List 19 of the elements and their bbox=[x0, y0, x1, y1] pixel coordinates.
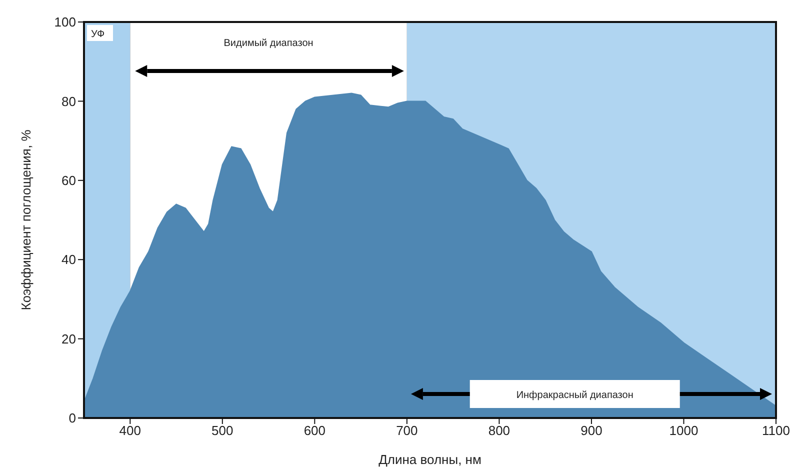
x-tick-label: 600 bbox=[304, 423, 326, 438]
y-tick-label: 80 bbox=[62, 94, 76, 109]
y-axis-title: Коэффициент поглощения, % bbox=[18, 129, 34, 310]
y-tick-label: 60 bbox=[62, 173, 76, 188]
x-tick-label: 800 bbox=[488, 423, 510, 438]
x-tick-label: 1000 bbox=[669, 423, 698, 438]
x-tick-label: 1100 bbox=[762, 423, 790, 438]
y-tick-label: 20 bbox=[62, 331, 76, 346]
x-tick-label: 400 bbox=[119, 423, 141, 438]
x-tick-label: 500 bbox=[212, 423, 234, 438]
x-axis-title: Длина волны, нм bbox=[378, 452, 482, 467]
y-tick-label: 100 bbox=[54, 14, 76, 30]
x-tick-label: 900 bbox=[580, 423, 602, 438]
y-tick-label: 0 bbox=[68, 410, 76, 426]
band-label: Инфракрасный диапазон bbox=[516, 390, 634, 401]
y-tick-label: 40 bbox=[62, 252, 76, 268]
x-tick-label: 700 bbox=[396, 423, 418, 438]
band-label: УФ bbox=[91, 29, 106, 40]
band-label: Видимый диапазон bbox=[224, 38, 314, 49]
